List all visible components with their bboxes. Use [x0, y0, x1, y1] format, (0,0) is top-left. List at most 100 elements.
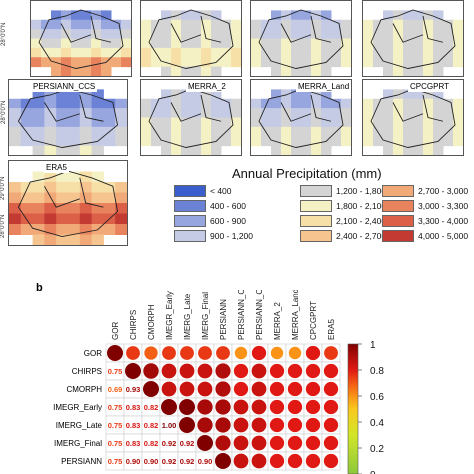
map-cell [321, 66, 332, 77]
legend-swatch [382, 215, 414, 227]
map-cell [301, 47, 312, 58]
correlation-circle [126, 346, 140, 360]
correlation-circle [161, 399, 177, 415]
map-cell [281, 98, 292, 109]
map-cell [433, 126, 444, 137]
map-cell [91, 192, 104, 204]
map-cell [433, 10, 444, 21]
correlation-circle [161, 381, 177, 397]
map-cell [115, 108, 128, 118]
map-cell [121, 19, 132, 30]
map-cell [221, 136, 232, 147]
map-cell [281, 38, 292, 49]
map-cell [301, 89, 312, 100]
map-cell [191, 126, 202, 137]
map-cell [291, 47, 302, 58]
map-cell [151, 98, 162, 109]
map-cell [91, 98, 104, 109]
map-cell [161, 89, 172, 100]
map-cell [32, 108, 45, 118]
map-cell [121, 38, 132, 49]
correlation-circle [215, 453, 231, 469]
map-cell [383, 19, 394, 30]
map-cell [231, 126, 242, 137]
correlation-circle [179, 399, 195, 415]
precip-map [30, 0, 132, 77]
map-cell [151, 38, 162, 49]
map-cell [56, 136, 69, 147]
colorbar-tick: 0 [370, 470, 376, 474]
map-cell [32, 213, 45, 225]
map-cell [321, 47, 332, 58]
correlation-value: 0.75 [108, 439, 123, 448]
map-cell [453, 136, 464, 147]
map-raster [251, 88, 352, 156]
map-cell [201, 29, 212, 39]
map-cell [181, 19, 192, 30]
map-cell [91, 126, 104, 137]
map-cell [79, 224, 93, 235]
correlation-circle [287, 381, 303, 397]
map-cell [141, 29, 152, 39]
map-cell [71, 47, 82, 58]
map-cell [393, 66, 404, 77]
map-cell [443, 108, 454, 118]
map-cell [433, 117, 444, 128]
map-cell [56, 89, 69, 100]
map-cell [191, 145, 202, 156]
map-cell [51, 47, 62, 58]
map-cell [281, 19, 292, 30]
map-cell [291, 10, 302, 21]
map-cell [9, 117, 22, 128]
map-cell [191, 66, 202, 77]
map-cell [101, 29, 112, 39]
map-cell [363, 108, 374, 118]
map-cell [383, 126, 394, 137]
map-cell [201, 136, 212, 147]
map-cell [403, 126, 414, 137]
precip-map: MERRA_2 [140, 79, 242, 156]
map-cell [161, 29, 172, 39]
legend-item: 1,200 - 1,800 [300, 185, 386, 197]
map-cell [181, 126, 192, 137]
map-cell [81, 19, 92, 30]
map-cell [51, 19, 62, 30]
map-cell [231, 57, 242, 68]
correlation-circle [162, 346, 176, 360]
map-cell [81, 38, 92, 49]
map-cell [423, 57, 434, 68]
map-cell [20, 108, 34, 118]
map-cell [211, 98, 222, 109]
map-cell [363, 136, 374, 147]
map-cell [61, 19, 72, 30]
map-cell [281, 126, 292, 137]
map-cell [81, 10, 92, 21]
map-cell [191, 57, 202, 68]
map-cell [151, 136, 162, 147]
map-cell [191, 29, 202, 39]
latitude-label: 28°0'0"N [1, 22, 7, 46]
correlation-matrix: GOR CHIRPS CMORPH IMEGR_Early IMERG_Late IMER… [53, 290, 384, 474]
map-cell [403, 136, 414, 147]
legend-label: 600 - 900 [210, 216, 246, 226]
correlation-circle [305, 435, 321, 451]
map-cell [321, 108, 332, 118]
map-cell [79, 213, 93, 225]
map-cell [231, 108, 242, 118]
column-label: CHIRPS [129, 310, 138, 340]
map-cell [81, 66, 92, 77]
correlation-value: 0.75 [108, 367, 123, 376]
legend-item: 3,300 - 4,000 [382, 215, 468, 227]
correlation-circle [269, 417, 285, 433]
map-raster [363, 9, 464, 77]
map-cell [443, 98, 454, 109]
map-cell [9, 203, 22, 214]
map-cell [51, 38, 62, 49]
correlation-circle [323, 417, 339, 433]
map-cell [91, 89, 104, 100]
map-cell [251, 117, 262, 128]
map-cell [201, 38, 212, 49]
map-cell [261, 98, 272, 109]
map-cell [31, 19, 42, 30]
map-cell [41, 19, 52, 30]
